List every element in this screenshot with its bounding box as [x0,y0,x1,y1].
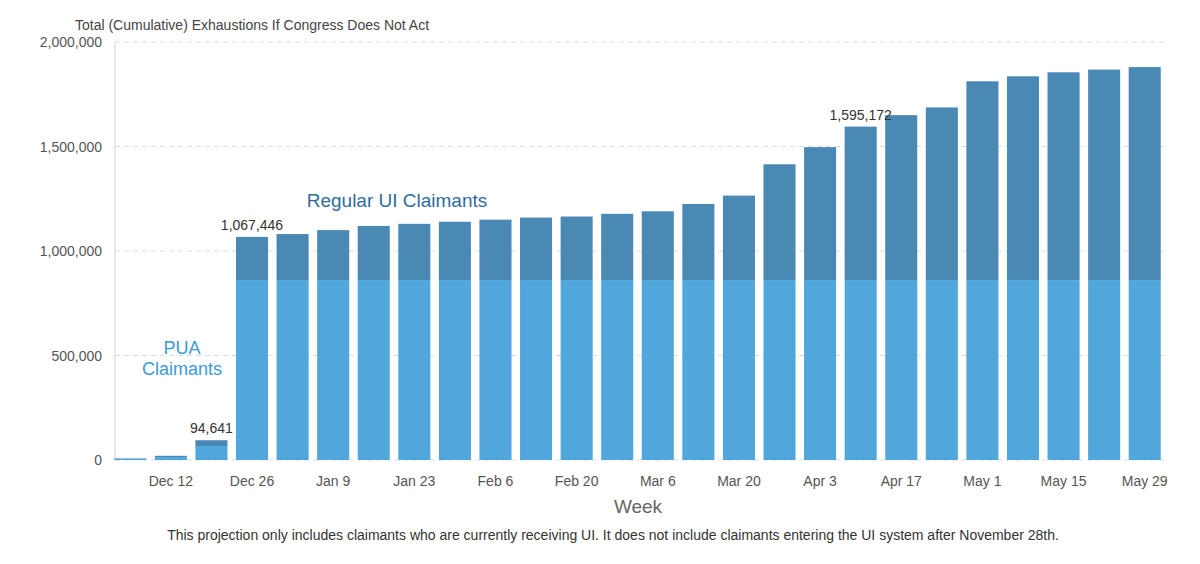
bar-segment [561,217,593,281]
series-label: PUAClaimants [142,338,222,379]
bar-segment [804,147,836,280]
bar-segment [966,81,998,280]
bar-segment [398,224,430,280]
series-label: Regular UI Claimants [307,190,488,211]
x-tick-label: Dec 26 [230,473,275,489]
bar-segment [398,280,430,460]
bar-segment [642,211,674,280]
y-tick-label: 1,000,000 [40,243,102,259]
bar-segment [439,280,471,460]
bar-segment [114,459,146,460]
bar-segment [479,280,511,460]
x-tick-label: Feb 20 [555,473,599,489]
y-tick-label: 0 [94,452,102,468]
x-tick-label: Mar 6 [640,473,676,489]
bar-segment [358,226,390,280]
bar-segment [885,280,917,460]
x-tick-label: Jan 9 [316,473,350,489]
y-tick-label: 1,500,000 [40,139,102,155]
bar-segment [236,280,268,460]
bar-segment [642,280,674,460]
x-tick-label: Jan 23 [393,473,435,489]
bar-segment [1007,280,1039,460]
x-tick-label: May 15 [1041,473,1087,489]
x-tick-label: May 29 [1122,473,1168,489]
y-tick-label: 2,000,000 [40,34,102,50]
bar-segment [763,164,795,280]
bar-segment [966,280,998,460]
bar-segment [601,214,633,280]
y-axis-line [115,42,116,460]
bar-segment [682,204,714,280]
bar-segment [358,280,390,460]
x-tick-label: Apr 3 [803,473,837,489]
grid-line [115,42,1165,43]
bar-segment [195,446,227,460]
bar-segment [520,218,552,280]
x-axis-label: Week [614,496,663,517]
bar-segment [277,234,309,280]
bar-segment [155,457,187,460]
chart: Total (Cumulative) Exhaustions If Congre… [0,0,1200,564]
bar-segment [723,196,755,280]
bar-segment [1129,280,1161,460]
x-tick-label: Apr 17 [881,473,922,489]
annotation: 1,595,172 [830,107,892,123]
bar-segment [1048,72,1080,280]
bar-segment [155,456,187,457]
bar-segment [439,222,471,280]
bar-segment [804,280,836,460]
bar-segment [601,280,633,460]
bar-segment [1048,280,1080,460]
bar-segment [317,280,349,460]
annotation: 94,641 [190,420,233,436]
bar-segment [845,127,877,280]
x-tick-label: Dec 12 [149,473,194,489]
bar-segment [561,280,593,460]
bar-segment [520,280,552,460]
bar-segment [926,280,958,460]
x-tick-label: Feb 6 [478,473,514,489]
bar-segment [1088,70,1120,280]
bar-segment [723,280,755,460]
annotation: 1,067,446 [221,217,283,233]
bar-segment [1129,67,1161,280]
bars [114,67,1160,460]
bar-segment [236,237,268,280]
bar-segment [195,440,227,446]
y-tick-label: 500,000 [51,348,102,364]
bar-segment [926,107,958,280]
bar-segment [479,220,511,280]
bar-segment [682,280,714,460]
x-tick-label: Mar 20 [717,473,761,489]
bar-segment [277,280,309,460]
bar-segment [885,115,917,280]
bar-segment [1088,280,1120,460]
bar-segment [1007,76,1039,280]
bar-segment [114,458,146,459]
footnote: This projection only includes claimants … [167,527,1059,543]
bar-segment [317,230,349,280]
bar-segment [845,280,877,460]
title: Total (Cumulative) Exhaustions If Congre… [75,17,429,33]
x-tick-label: May 1 [963,473,1001,489]
bar-segment [763,280,795,460]
